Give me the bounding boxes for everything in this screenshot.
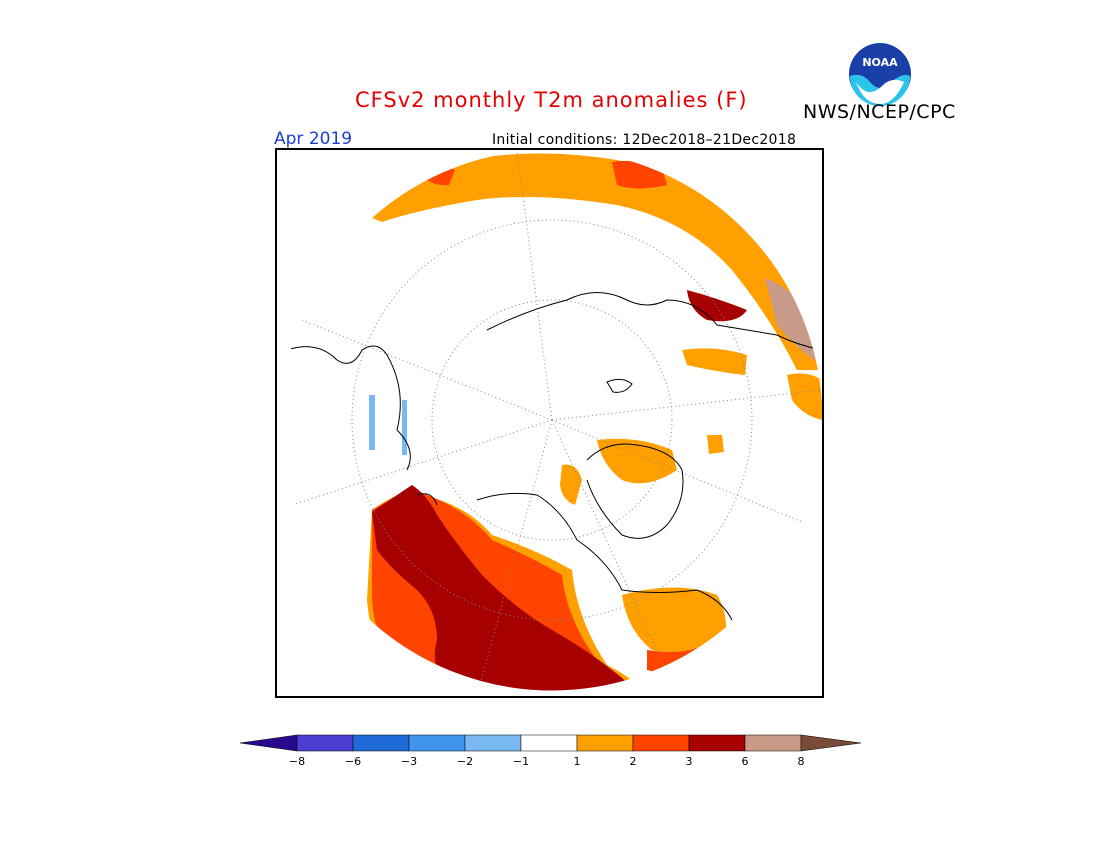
- coastlines: [286, 292, 822, 621]
- legend-tick-label: 2: [630, 755, 637, 768]
- legend-tick-label: −6: [345, 755, 361, 768]
- legend-swatch: [632, 734, 690, 752]
- anomaly-region-asia-brown: [765, 278, 822, 365]
- anomaly-region-alaska-blue: [369, 395, 375, 450]
- legend-swatch: [296, 734, 354, 752]
- legend-swatch: [520, 734, 578, 752]
- legend-tick-label: 8: [798, 755, 805, 768]
- legend-tick-labels: −8 −6 −3 −2 −1 1 2 3 6 8: [289, 755, 805, 768]
- legend-tick-label: 6: [742, 755, 749, 768]
- forecast-month: Apr 2019: [274, 129, 353, 149]
- map-disc-edge: [280, 150, 822, 692]
- color-legend: −8 −6 −3 −2 −1 1 2 3 6 8: [240, 734, 862, 768]
- legend-swatch: [744, 734, 802, 752]
- map-title: CFSv2 monthly T2m anomalies (F): [355, 88, 748, 112]
- anomaly-region-asia-orange: [682, 348, 747, 375]
- polar-map-panel: [275, 148, 824, 698]
- anomaly-region-europe-north: [622, 587, 726, 655]
- legend-tick-label: 1: [574, 755, 581, 768]
- legend-swatches: [240, 734, 862, 752]
- legend-tick-label: −8: [289, 755, 305, 768]
- legend-tick-label: −2: [457, 755, 473, 768]
- anomaly-region-scandinavia: [560, 464, 582, 505]
- legend-swatch: [352, 734, 410, 752]
- legend-swatch: [408, 734, 466, 752]
- graticule-lines: [281, 150, 822, 691]
- legend-swatch: [576, 734, 634, 752]
- anomaly-region-small-red-1: [612, 160, 667, 189]
- legend-swatch: [688, 734, 746, 752]
- polar-stereographic-map: [280, 150, 822, 692]
- svg-text:NOAA: NOAA: [862, 56, 898, 69]
- legend-tick-label: −3: [401, 755, 417, 768]
- anomaly-region-alaska-blue-2: [402, 400, 407, 455]
- anomaly-region-asia-darkred: [687, 290, 747, 322]
- anomaly-region-small-orange: [707, 435, 724, 454]
- noaa-logo: NOAA: [849, 43, 911, 106]
- legend-tick-label: 3: [686, 755, 693, 768]
- legend-swatch: [464, 734, 522, 752]
- anomaly-region-north-america-darkred: [372, 485, 637, 691]
- anomaly-region-asia-orange-2: [787, 373, 822, 420]
- legend-arrow-low: [240, 734, 298, 752]
- legend-tick-label: −1: [513, 755, 529, 768]
- anomaly-region-eurasia-north: [372, 153, 822, 370]
- legend-arrow-high: [800, 734, 862, 752]
- initial-conditions: Initial conditions: 12Dec2018–21Dec2018: [492, 132, 797, 148]
- agency-label: NWS/NCEP/CPC: [803, 101, 956, 123]
